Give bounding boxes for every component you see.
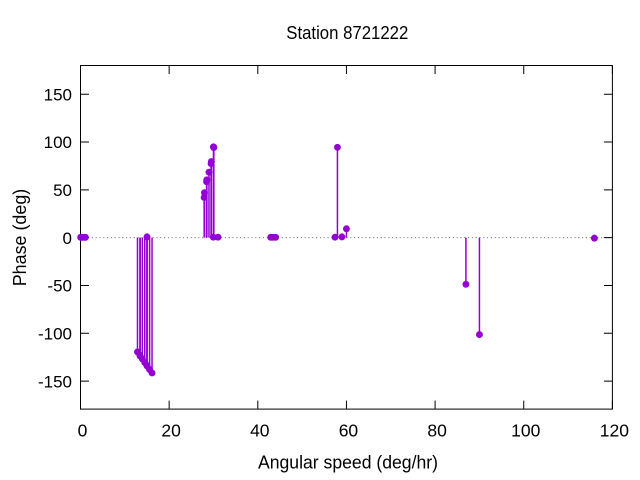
svg-text:20: 20 — [161, 421, 181, 441]
svg-text:Phase (deg): Phase (deg) — [10, 189, 30, 287]
svg-text:-150: -150 — [38, 372, 72, 391]
svg-text:100: 100 — [44, 133, 72, 152]
svg-text:60: 60 — [339, 421, 359, 441]
svg-text:0: 0 — [78, 421, 88, 441]
svg-text:0: 0 — [63, 229, 72, 248]
svg-text:-50: -50 — [47, 277, 72, 296]
svg-text:Angular speed (deg/hr): Angular speed (deg/hr) — [258, 453, 438, 473]
svg-text:Station 8721222: Station 8721222 — [286, 23, 408, 43]
svg-text:40: 40 — [250, 421, 270, 441]
svg-text:120: 120 — [600, 421, 629, 441]
svg-text:150: 150 — [44, 85, 72, 104]
svg-text:100: 100 — [511, 421, 540, 441]
svg-text:80: 80 — [427, 421, 447, 441]
svg-text:-100: -100 — [38, 324, 72, 343]
svg-text:50: 50 — [53, 181, 72, 200]
